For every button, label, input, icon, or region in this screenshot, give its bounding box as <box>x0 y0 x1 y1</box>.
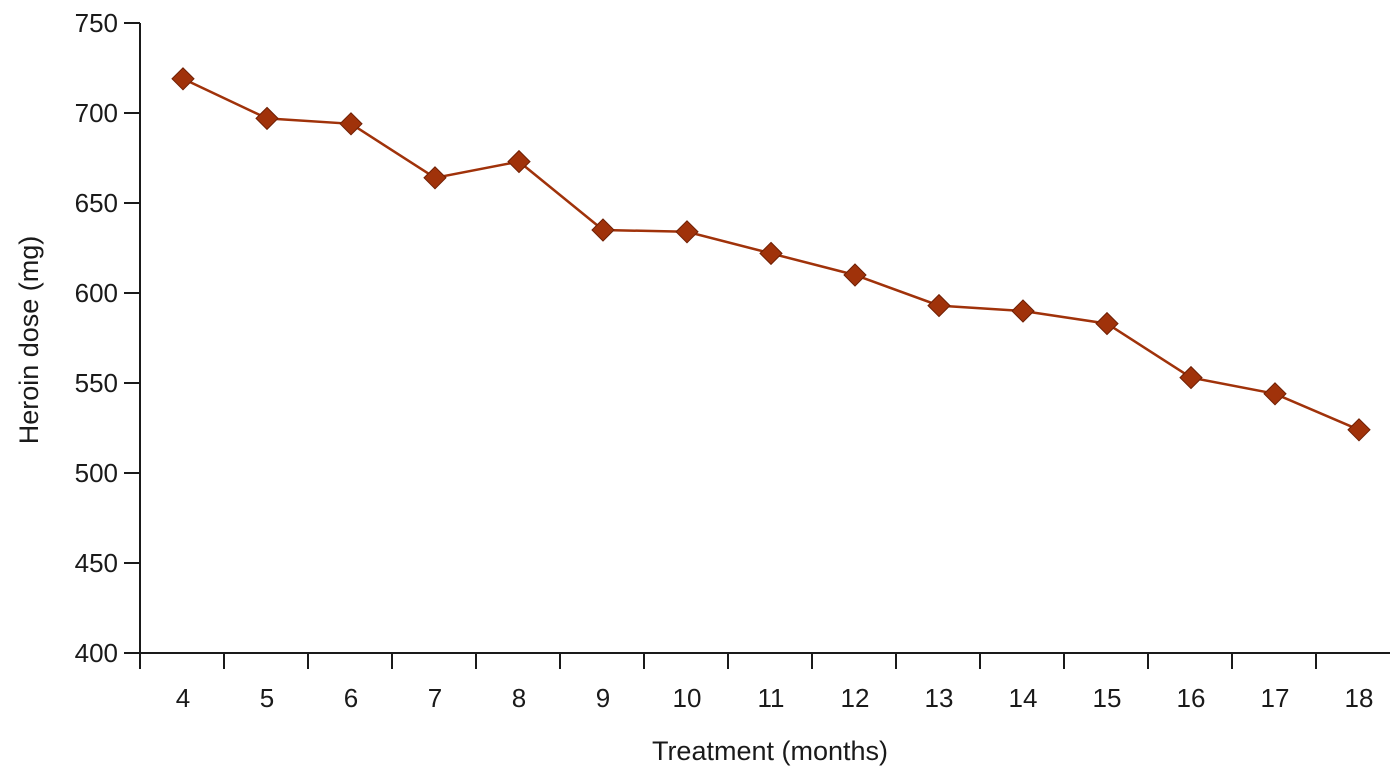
y-axis: 400 450 500 550 600 650 700 750 <box>75 8 141 668</box>
x-tick-label: 4 <box>176 683 190 713</box>
data-point-marker <box>507 149 531 174</box>
data-point-marker <box>759 241 783 266</box>
y-tick-label: 750 <box>75 8 118 38</box>
x-tick-label: 18 <box>1345 683 1374 713</box>
x-tick-label: 16 <box>1177 683 1206 713</box>
y-tick-label: 550 <box>75 368 118 398</box>
x-tick-label: 17 <box>1261 683 1290 713</box>
y-tick-label: 600 <box>75 278 118 308</box>
data-point-marker <box>423 166 447 190</box>
x-tick-label: 13 <box>925 683 954 713</box>
data-point-marker <box>171 67 195 91</box>
data-point-marker <box>1095 311 1119 336</box>
data-point-marker <box>1179 365 1203 390</box>
x-axis: 4 5 6 7 8 9 10 11 12 13 14 15 16 17 18 <box>139 652 1390 713</box>
x-tick-label: 9 <box>596 683 610 713</box>
y-tick-label: 400 <box>75 638 118 668</box>
x-tick-label: 7 <box>428 683 442 713</box>
data-point-marker <box>339 112 363 136</box>
x-tick-label: 14 <box>1009 683 1038 713</box>
x-axis-title: Treatment (months) <box>652 736 888 766</box>
y-tick-label: 650 <box>75 188 118 218</box>
x-tick-label: 8 <box>512 683 526 713</box>
data-point-marker <box>843 263 867 287</box>
x-tick-label: 5 <box>260 683 274 713</box>
x-tick-label: 10 <box>673 683 702 713</box>
y-tick-label: 700 <box>75 98 118 128</box>
y-axis-title: Heroin dose (mg) <box>14 236 44 445</box>
data-point-marker <box>1011 299 1035 323</box>
data-point-marker <box>591 218 615 242</box>
y-tick-label: 500 <box>75 458 118 488</box>
x-tick-label: 15 <box>1093 683 1122 713</box>
data-point-marker <box>1263 382 1287 406</box>
x-tick-label: 6 <box>344 683 358 713</box>
data-point-marker <box>927 293 951 318</box>
data-point-marker <box>675 220 699 244</box>
y-tick-label: 450 <box>75 548 118 578</box>
data-point-marker <box>255 106 279 131</box>
x-tick-label: 11 <box>758 683 785 713</box>
x-tick-label: 12 <box>841 683 870 713</box>
series-layer <box>171 67 1371 442</box>
data-point-marker <box>1347 418 1371 442</box>
